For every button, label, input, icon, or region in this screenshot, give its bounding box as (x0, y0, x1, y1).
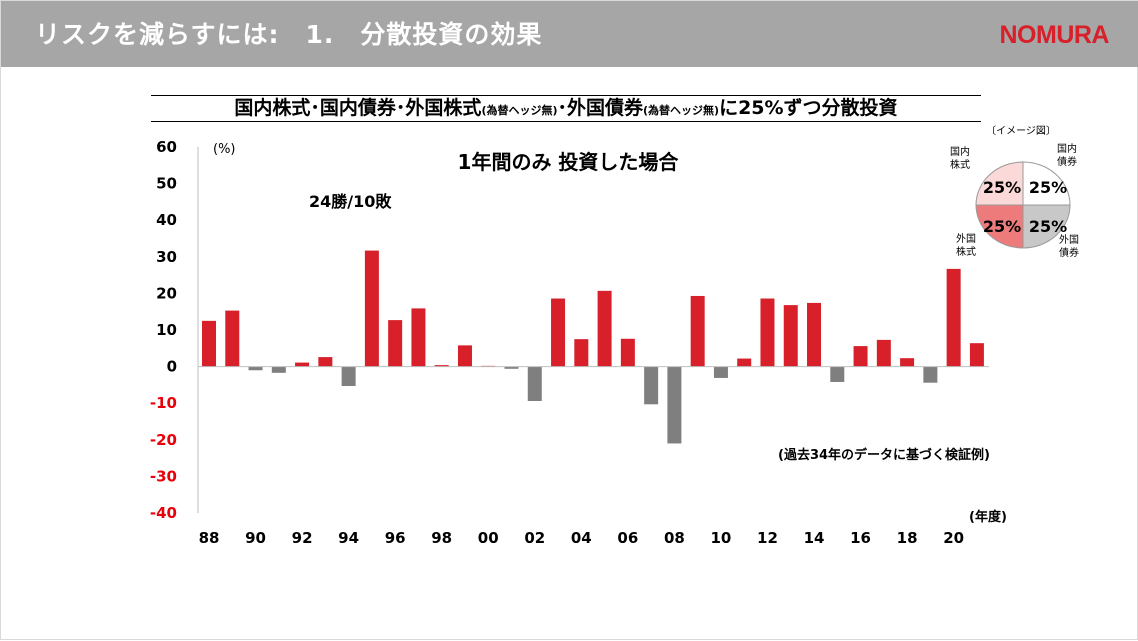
x-tick-label: 16 (850, 529, 871, 547)
y-tick-label: -30 (150, 467, 177, 485)
inset-label-foreign-bond: 外国 債券 (1059, 235, 1079, 259)
y-tick-label: 40 (156, 211, 177, 229)
x-tick-labels: 88 90 92 94 96 98 00 02 04 06 08 10 12 14 16 18 20 (199, 529, 965, 547)
source-note: (過去34年のデータに基づく検証例) (778, 447, 990, 463)
x-unit-label: (年度) (969, 509, 1007, 525)
bars (202, 250, 984, 444)
bar-2013 (783, 305, 798, 367)
bar-1998 (434, 365, 449, 367)
subtitle-part3: に25%ずつ分散投資 (719, 97, 898, 119)
bar-2017 (876, 339, 891, 367)
bar-2002 (527, 366, 542, 402)
y-tick-label: 60 (156, 138, 177, 156)
bar-2021 (969, 343, 984, 367)
inset-label-domestic-stock: 国内 株式 (950, 147, 970, 171)
x-tick-label: 88 (199, 529, 220, 547)
y-tick-label: -10 (150, 394, 177, 412)
pie-quadrant-domestic-stock (975, 161, 1024, 206)
bar-2015 (830, 366, 845, 382)
bar-2014 (807, 302, 822, 367)
x-tick-label: 00 (478, 529, 499, 547)
bar-2007 (644, 366, 659, 405)
x-tick-label: 12 (757, 529, 778, 547)
x-tick-label: 02 (524, 529, 545, 547)
subtitle-bottom-rule (151, 121, 981, 122)
bar-1991 (271, 366, 286, 373)
y-unit-label: (%) (213, 142, 236, 157)
bar-1994 (341, 366, 356, 386)
y-tick-label: 30 (156, 248, 177, 266)
chart-title: 1年間のみ 投資した場合 (458, 150, 680, 174)
bar-2003 (551, 298, 566, 367)
pie-quadrant-foreign-stock (975, 204, 1024, 249)
bar-2019 (923, 366, 938, 383)
pie-value-domestic-stock: 25% (983, 178, 1021, 197)
bar-2004 (574, 339, 589, 367)
inset-label-foreign-stock: 外国 株式 (956, 234, 976, 258)
bar-1990 (248, 366, 263, 371)
nomura-logo: NOMURA (999, 21, 1110, 49)
y-tick-label: -40 (150, 504, 177, 522)
x-tick-label: 96 (385, 529, 406, 547)
pie-value-domestic-bond: 25% (1029, 178, 1067, 197)
chart-subtitle: 国内株式･国内債券･外国株式(為替ヘッジ無)･外国債券(為替ヘッジ無)に25%ず… (151, 96, 981, 120)
bar-1999 (457, 345, 472, 367)
y-tick-label: 50 (156, 175, 177, 193)
win-loss-record: 24勝/10敗 (309, 192, 392, 211)
y-tick-labels: 60 50 40 30 20 10 0 -10 -20 -30 -40 (150, 138, 177, 522)
bar-2012 (760, 298, 775, 367)
bar-2005 (597, 290, 612, 367)
pie-value-foreign-stock: 25% (983, 217, 1021, 236)
bar-1993 (318, 357, 333, 367)
bar-1995 (364, 250, 379, 367)
subtitle-note2: (為替ヘッジ無) (643, 104, 720, 117)
subtitle-top-rule (151, 95, 981, 96)
allocation-inset: 〔イメージ図〕 25% 25% 25% 25% (975, 125, 1071, 249)
bar-2008 (667, 366, 682, 444)
inset-title: 〔イメージ図〕 (986, 125, 1056, 137)
bar-1988 (202, 320, 216, 367)
bar-1992 (295, 362, 310, 367)
header-bar: リスクを減らすには: 1. 分散投資の効果 NOMURA (1, 1, 1138, 67)
bar-1989 (225, 310, 240, 367)
bar-2009 (690, 295, 705, 367)
inset-label-domestic-bond: 国内 債券 (1057, 144, 1077, 168)
x-tick-label: 18 (897, 529, 918, 547)
x-tick-label: 14 (804, 529, 825, 547)
subtitle-note1: (為替ヘッジ無) (481, 104, 558, 117)
x-tick-label: 10 (711, 529, 732, 547)
x-tick-label: 94 (338, 529, 359, 547)
y-tick-label: 0 (167, 358, 177, 376)
y-tick-label: 10 (156, 321, 177, 339)
y-tick-label: -20 (150, 431, 177, 449)
x-tick-label: 92 (292, 529, 313, 547)
x-tick-label: 98 (431, 529, 452, 547)
pie-quadrant-foreign-bond (1022, 204, 1071, 249)
subtitle-part2: ･外国債券 (557, 97, 644, 119)
bar-2006 (620, 338, 635, 367)
bar-2020 (946, 268, 961, 367)
x-tick-label: 20 (943, 529, 964, 547)
bar-1996 (388, 320, 403, 367)
bar-2001 (504, 366, 519, 369)
x-tick-label: 08 (664, 529, 685, 547)
x-tick-label: 90 (245, 529, 266, 547)
pie-value-foreign-bond: 25% (1029, 217, 1067, 236)
bar-2018 (900, 358, 915, 367)
x-tick-label: 06 (617, 529, 638, 547)
bar-2016 (853, 346, 868, 367)
bar-1997 (411, 308, 426, 367)
page-title: リスクを減らすには: 1. 分散投資の効果 (35, 20, 543, 49)
bar-2011 (737, 358, 752, 367)
subtitle-part1: 国内株式･国内債券･外国株式 (234, 97, 482, 119)
y-tick-label: 20 (156, 284, 177, 302)
pie-quadrant-domestic-bond (1022, 161, 1071, 206)
bar-2010 (713, 366, 728, 378)
x-tick-label: 04 (571, 529, 592, 547)
